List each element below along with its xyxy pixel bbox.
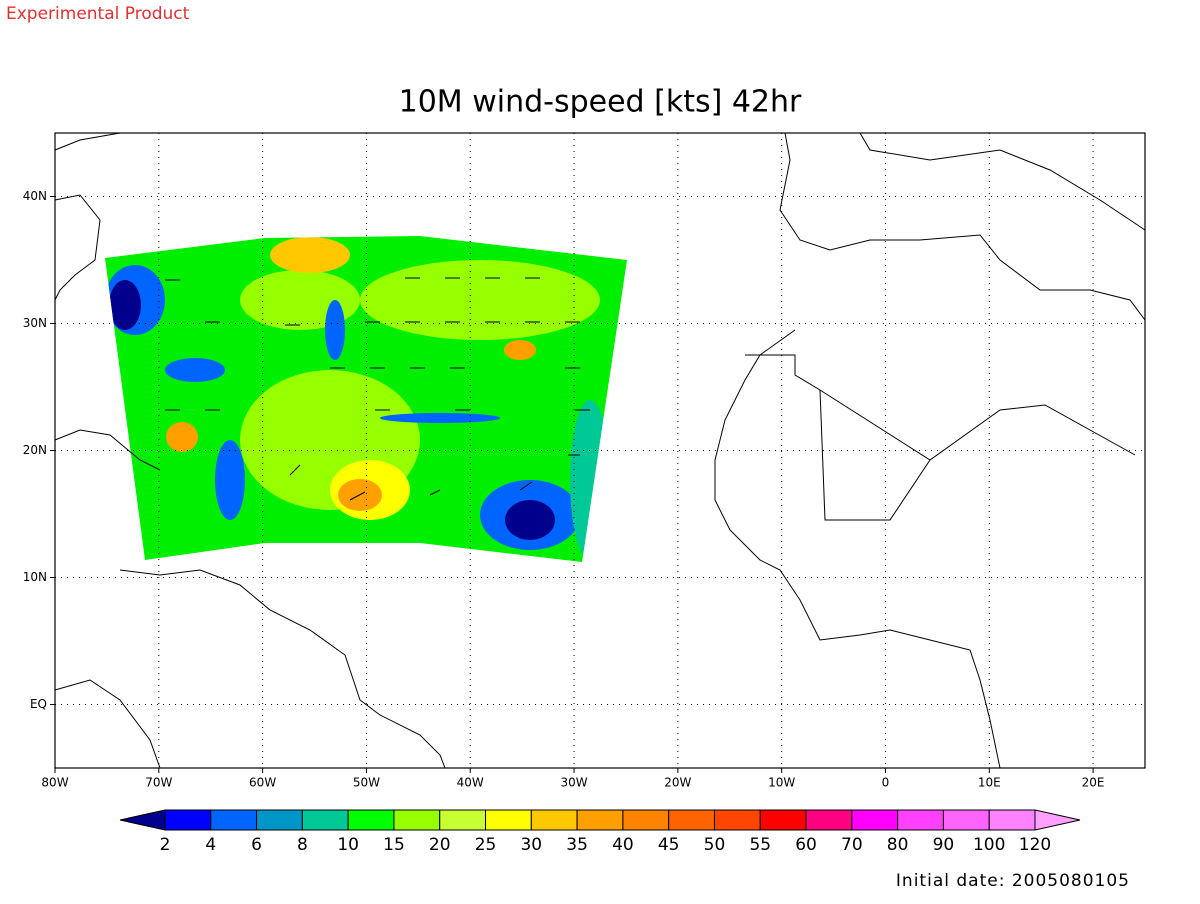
colorbar-label: 8 xyxy=(297,835,308,855)
colorbar-box xyxy=(897,809,944,831)
colorbar-label: 35 xyxy=(566,835,588,855)
colorbar-label: 60 xyxy=(795,835,817,855)
colorbar-box xyxy=(485,809,532,831)
colorbar-box xyxy=(439,809,487,831)
coastlines xyxy=(54,132,1146,769)
x-tick-label: 20W xyxy=(664,776,691,790)
colorbar-label: 30 xyxy=(520,835,542,855)
colorbar-label: 10 xyxy=(337,835,359,855)
colorbar-label: 4 xyxy=(205,835,216,855)
y-tick-label: 10N xyxy=(23,570,47,584)
colorbar-box xyxy=(210,809,258,831)
colorbar-label: 45 xyxy=(658,835,680,855)
colorbar-label: 80 xyxy=(887,835,909,855)
map-frame xyxy=(54,132,1146,769)
x-tick-label: 80W xyxy=(41,776,68,790)
colorbar-label: 120 xyxy=(1019,835,1051,855)
colorbar-low-end xyxy=(119,809,166,831)
initial-date: Initial date: 2005080105 xyxy=(896,871,1130,891)
x-tick-label: 40W xyxy=(457,776,484,790)
x-tick-label: 30W xyxy=(560,776,587,790)
colorbar-box xyxy=(668,809,715,831)
colorbar-label: 20 xyxy=(429,835,451,855)
colorbar-label: 55 xyxy=(749,835,771,855)
colorbar-label: 100 xyxy=(973,835,1005,855)
colorbar-box xyxy=(759,809,807,831)
colorbar-label: 25 xyxy=(475,835,497,855)
colorbar-label: 40 xyxy=(612,835,634,855)
x-tick-label: 0 xyxy=(882,776,890,790)
x-tick-label: 20E xyxy=(1082,776,1105,790)
colorbar-label: 70 xyxy=(841,835,863,855)
map-title: 10M wind-speed [kts] 42hr xyxy=(399,85,802,120)
colorbar-label: 2 xyxy=(160,835,171,855)
colorbar-box xyxy=(393,809,441,831)
colorbar-box xyxy=(713,809,761,831)
grid-layer: 80W 70W 60W 50W 40W 30W 20W 10W 0 10E 20E 40N 30N 20N… xyxy=(23,133,1145,790)
colorbar-label: 6 xyxy=(251,835,262,855)
colorbar-box xyxy=(164,809,212,831)
x-tick-label: 10W xyxy=(768,776,795,790)
x-tick-label: 10E xyxy=(978,776,1001,790)
x-tick-label: 60W xyxy=(249,776,276,790)
colorbar: 2 4 6 8 10 15 20 25 30 35 40 45 50 55 60 70 80 90 100 120 xyxy=(119,809,1081,855)
colorbar-label: 50 xyxy=(704,835,726,855)
colorbar-box xyxy=(942,809,990,831)
colorbar-box xyxy=(530,809,578,831)
colorbar-box xyxy=(622,809,670,831)
y-tick-label: 40N xyxy=(23,189,47,203)
colorbar-box xyxy=(301,809,349,831)
colorbar-box xyxy=(988,809,1036,831)
colorbar-label: 90 xyxy=(933,835,955,855)
colorbar-label: 15 xyxy=(383,835,405,855)
colorbar-high-end xyxy=(1034,809,1081,831)
y-tick-label: 30N xyxy=(23,316,47,330)
colorbar-box xyxy=(347,809,395,831)
y-tick-label: 20N xyxy=(23,443,47,457)
colorbar-box xyxy=(256,809,303,831)
x-tick-label: 70W xyxy=(145,776,172,790)
colorbar-box xyxy=(576,809,624,831)
wind-field xyxy=(105,236,627,562)
y-tick-label: EQ xyxy=(30,697,47,711)
x-tick-label: 50W xyxy=(353,776,380,790)
product-label: Experimental Product xyxy=(6,4,190,24)
wind-arrows xyxy=(165,277,590,501)
colorbar-box xyxy=(851,809,899,831)
colorbar-box xyxy=(805,809,853,831)
